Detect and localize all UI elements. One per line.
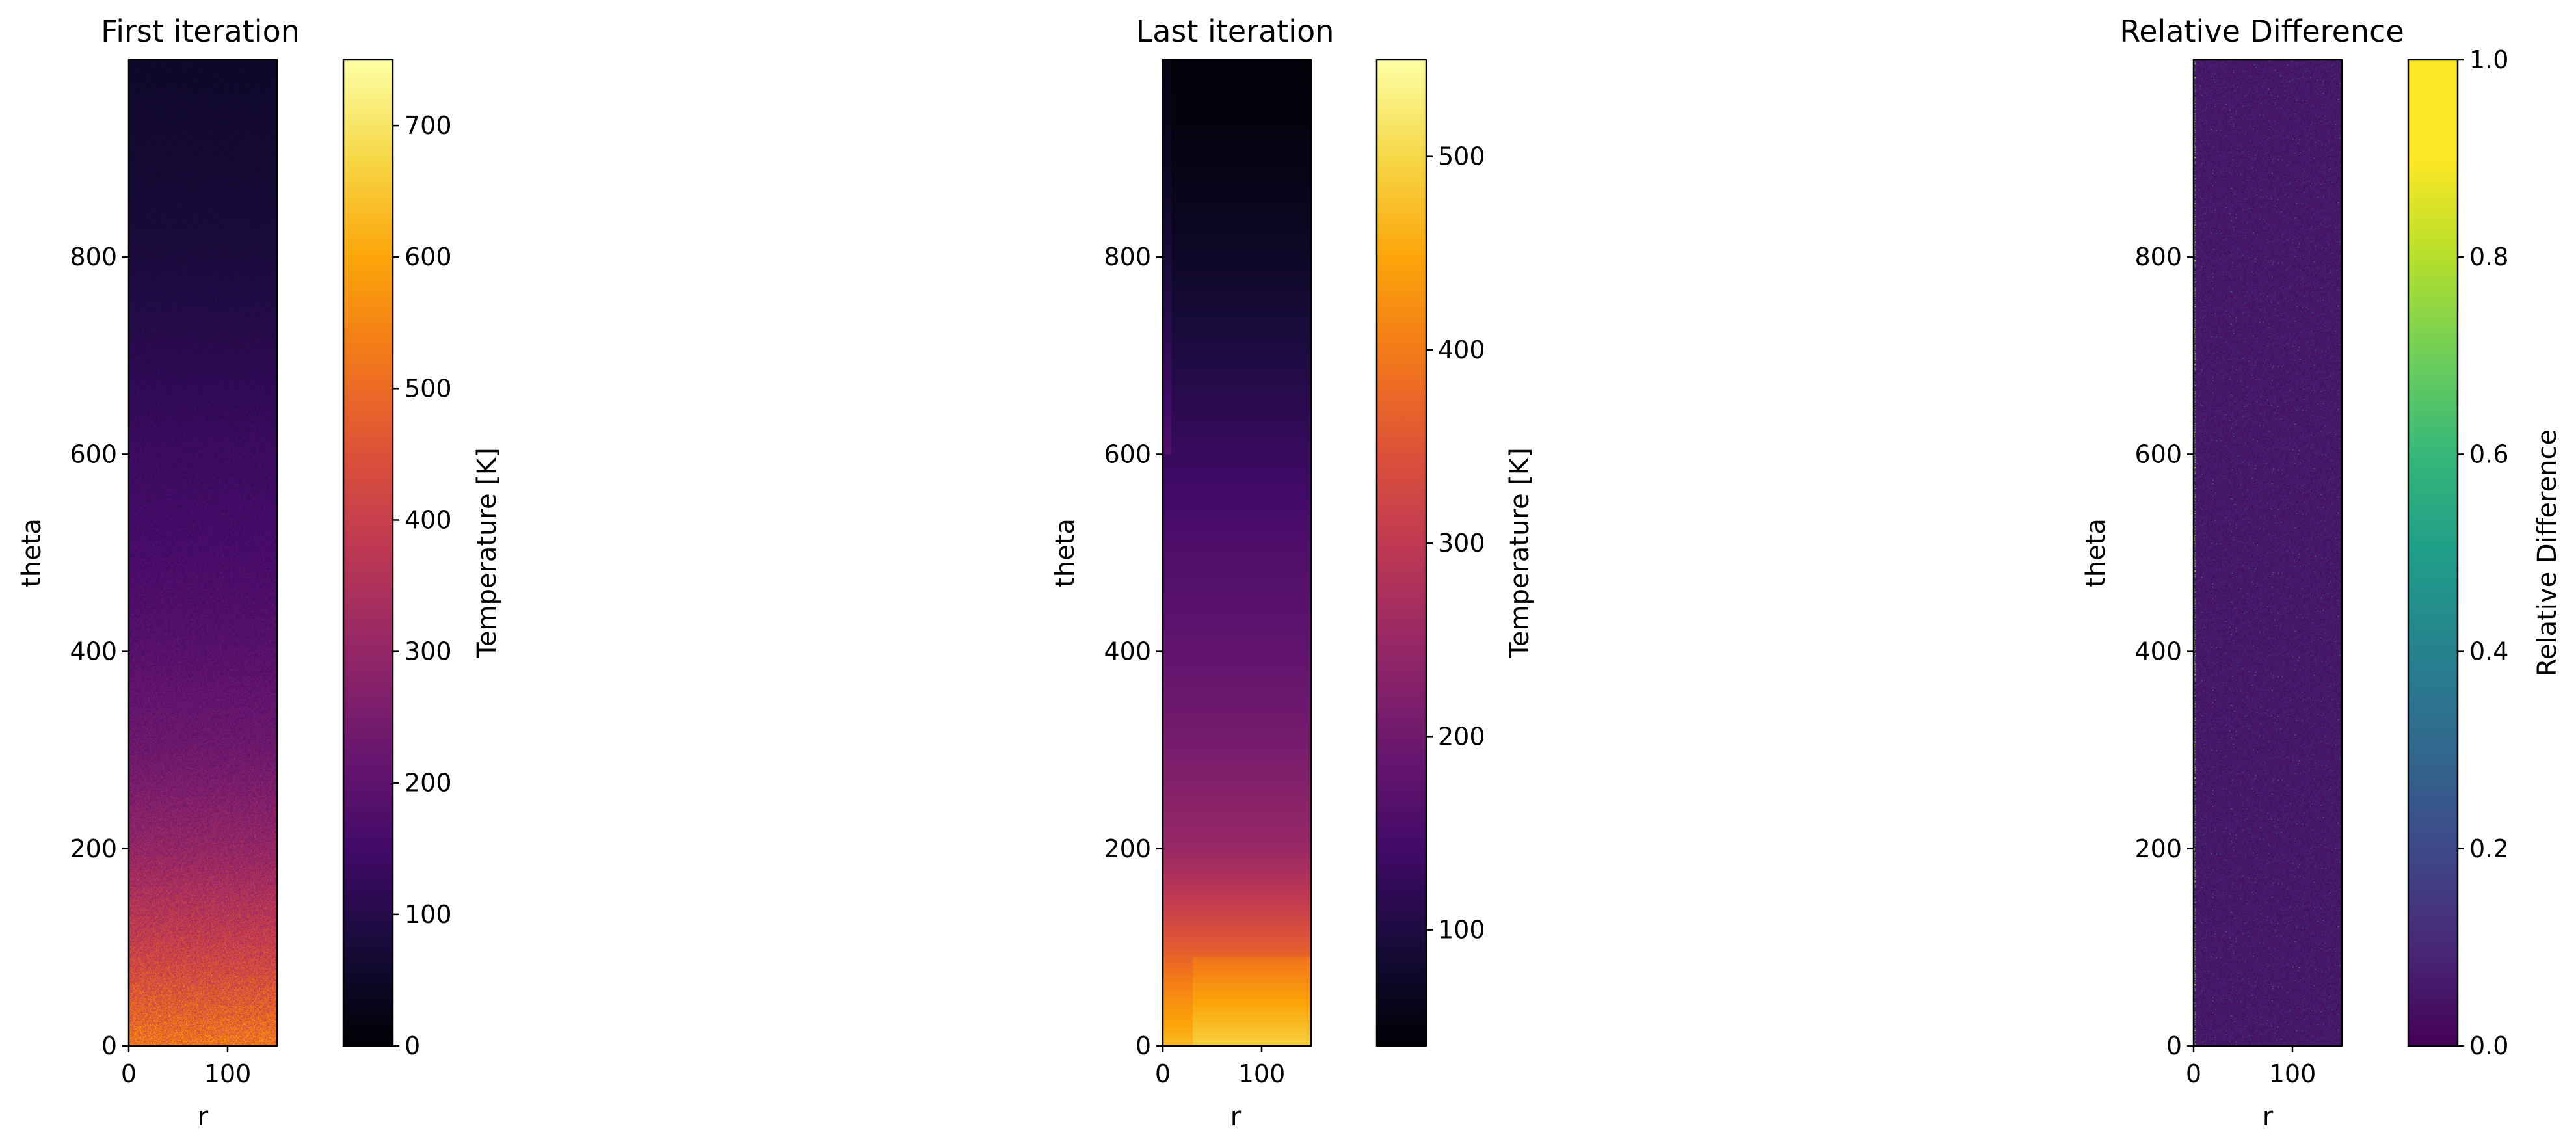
heatmap-plot (2192, 59, 2343, 1047)
colorbar-ticks: 0 100 200 300 400 500 600 700 (393, 111, 452, 1060)
colorbar-tick-label: 400 (405, 505, 452, 534)
colorbar: 0.0 0.2 0.4 0.6 0.8 1.0 Relative Difference (2407, 46, 2562, 1060)
panel-title: Relative Difference (2119, 14, 2404, 49)
colorbar: 100 200 300 400 500 Temperature [K] (1375, 59, 1535, 1047)
x-tick-label: 100 (1238, 1060, 1286, 1088)
y-axis: 0 200 400 600 800 (70, 243, 129, 1060)
x-axis: 0 100 (121, 1046, 251, 1088)
colorbar-tick-label: 0.0 (2469, 1032, 2508, 1060)
colorbar-tick-label: 500 (1438, 142, 1485, 171)
colorbar-tick-label: 200 (1438, 722, 1485, 751)
heatmap-image (1163, 60, 1311, 1046)
colorbar-tick-label: 700 (405, 111, 452, 140)
heatmap-plot (1162, 59, 1312, 1047)
colorbar-tick-label: 0.8 (2469, 243, 2508, 271)
plot-frame (2192, 59, 2343, 1047)
colorbar-ticks: 0.0 0.2 0.4 0.6 0.8 1.0 (2458, 46, 2508, 1060)
colorbar-tick-label: 500 (405, 374, 452, 403)
colorbar-gradient (2408, 60, 2458, 1046)
colorbar: 0 100 200 300 400 500 600 700 Temperature [K] (342, 59, 502, 1060)
colorbar-tick-label: 0.4 (2469, 637, 2508, 666)
heatmap-image (129, 60, 277, 1046)
colorbar-label: Temperature [K] (1505, 447, 1535, 659)
panel-first-iteration: First iteration 0 200 400 600 800 0 100 r the… (17, 14, 502, 1132)
colorbar-frame (1375, 59, 1427, 1047)
y-tick-label: 200 (2134, 834, 2182, 863)
heatmap-plot (127, 59, 278, 1047)
x-tick-label: 0 (1155, 1060, 1171, 1088)
y-axis: 0 200 400 600 800 (1104, 243, 1163, 1060)
y-tick-label: 600 (1104, 440, 1151, 468)
y-tick-label: 800 (2134, 243, 2182, 271)
y-tick-label: 0 (2166, 1032, 2182, 1060)
plot-frame (127, 59, 278, 1047)
y-tick-label: 200 (70, 834, 117, 863)
y-tick-label: 600 (2134, 440, 2182, 468)
colorbar-tick-label: 0 (405, 1032, 420, 1060)
colorbar-tick-label: 100 (405, 900, 452, 929)
colorbar-label: Temperature [K] (472, 447, 502, 659)
y-tick-label: 200 (1104, 834, 1151, 863)
y-tick-label: 0 (1135, 1032, 1151, 1060)
colorbar-tick-label: 1.0 (2469, 46, 2508, 74)
y-tick-label: 400 (2134, 637, 2182, 666)
x-axis-label: r (2263, 1102, 2274, 1132)
colorbar-gradient (343, 60, 393, 1046)
colorbar-frame (342, 59, 394, 1047)
y-axis-label: theta (2081, 518, 2111, 587)
colorbar-gradient (1377, 60, 1426, 1046)
y-tick-label: 800 (1104, 243, 1151, 271)
panel-title: First iteration (101, 14, 300, 49)
colorbar-tick-label: 300 (405, 637, 452, 666)
colorbar-tick-label: 0.6 (2469, 440, 2508, 468)
y-tick-label: 0 (101, 1032, 117, 1060)
x-axis: 0 100 (2186, 1046, 2316, 1088)
colorbar-label: Relative Difference (2532, 429, 2562, 676)
colorbar-tick-label: 100 (1438, 916, 1485, 944)
x-axis: 0 100 (1155, 1046, 1285, 1088)
y-tick-label: 400 (1104, 637, 1151, 666)
x-tick-label: 0 (121, 1060, 137, 1088)
x-tick-label: 100 (2269, 1060, 2317, 1088)
x-tick-label: 0 (2186, 1060, 2201, 1088)
colorbar-tick-label: 600 (405, 243, 452, 271)
x-axis-label: r (1230, 1102, 1242, 1132)
y-tick-label: 600 (70, 440, 117, 468)
panel-relative-difference: Relative Difference 0 200 400 600 800 0 100 r… (2081, 14, 2562, 1132)
colorbar-ticks: 100 200 300 400 500 (1426, 142, 1485, 944)
colorbar-tick-label: 400 (1438, 336, 1485, 364)
plot-frame (1162, 59, 1312, 1047)
x-axis-label: r (198, 1102, 209, 1132)
y-axis-label: theta (17, 518, 47, 587)
heatmap-image (2194, 60, 2342, 1046)
colorbar-tick-label: 0.2 (2469, 834, 2508, 863)
colorbar-tick-label: 200 (405, 769, 452, 797)
panel-title: Last iteration (1136, 14, 1334, 49)
colorbar-frame (2407, 59, 2459, 1047)
colorbar-tick-label: 300 (1438, 529, 1485, 557)
x-tick-label: 100 (204, 1060, 252, 1088)
panel-last-iteration: Last iteration 0 200 400 600 800 0 100 r thet… (1050, 14, 1535, 1132)
y-axis-label: theta (1050, 518, 1080, 587)
y-tick-label: 800 (70, 243, 117, 271)
y-axis: 0 200 400 600 800 (2134, 243, 2194, 1060)
y-tick-label: 400 (70, 637, 117, 666)
